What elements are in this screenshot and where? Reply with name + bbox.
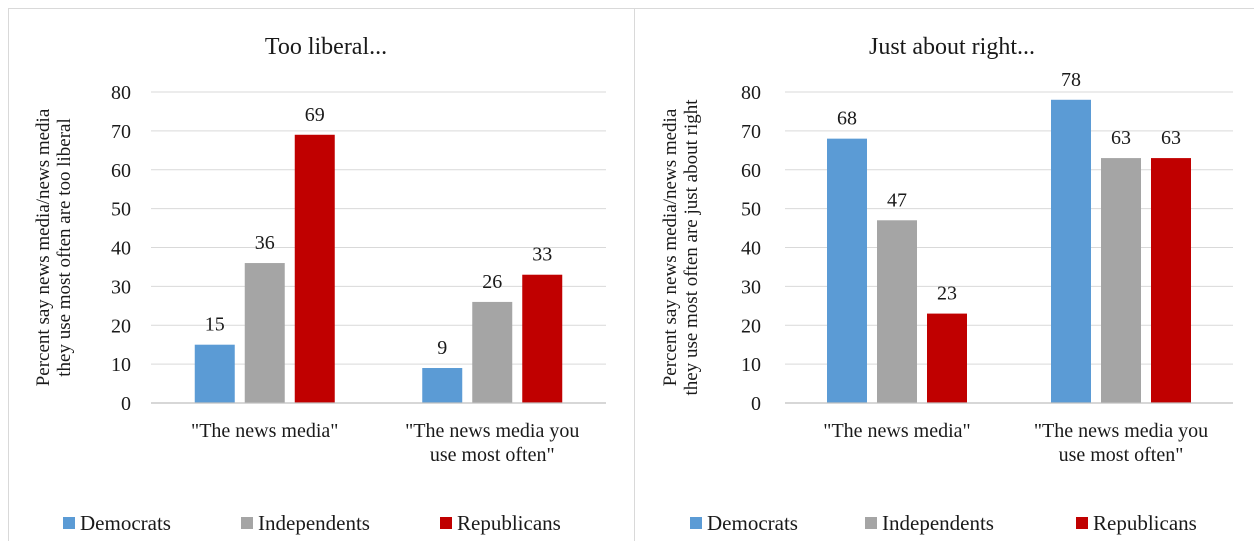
chart-just-about-right: Just about right... Percent say news medi… [660, 34, 1233, 535]
y-tick-label: 10 [741, 354, 761, 376]
legend-label-independents: Independents [882, 511, 994, 535]
y-tick-label: 70 [741, 121, 761, 143]
chart-too-liberal: Too liberal... Percent say news media/new… [33, 34, 606, 535]
x-category-label: "The news media" [191, 420, 338, 442]
data-label-republicans-news-media-you-use: 63 [1161, 127, 1181, 149]
legend-label-democrats: Democrats [80, 511, 171, 535]
bar-republicans-news-media-you-use [522, 274, 563, 403]
chart-title: Just about right... [869, 34, 1035, 60]
bar-independents-news-media [244, 263, 285, 403]
legend-swatch-republicans [1076, 517, 1088, 529]
bar-independents-news-media [877, 220, 917, 403]
data-label-independents-news-media: 36 [255, 232, 275, 254]
y-tick-label: 0 [751, 393, 761, 415]
legend-swatch-independents [241, 517, 253, 529]
legend-swatch-republicans [440, 517, 452, 529]
y-tick-label: 30 [741, 276, 761, 298]
bar-democrats-news-media-you-use [422, 368, 463, 403]
bar-republicans-news-media [294, 134, 335, 403]
legend-label-republicans: Republicans [1093, 511, 1197, 535]
y-tick-label: 20 [741, 315, 761, 337]
x-category-label: use most often" [430, 444, 555, 466]
data-label-democrats-news-media: 68 [837, 108, 857, 130]
data-label-republicans-news-media: 69 [305, 104, 325, 126]
bar-democrats-news-media [827, 138, 867, 403]
data-label-republicans-news-media: 23 [937, 283, 957, 305]
y-tick-label: 30 [111, 276, 131, 298]
y-tick-label: 10 [111, 354, 131, 376]
legend-swatch-democrats [63, 517, 75, 529]
bar-republicans-news-media [927, 313, 967, 403]
y-tick-label: 0 [121, 393, 131, 415]
y-tick-label: 50 [741, 199, 761, 221]
y-axis-label-line: they use most often are too liberal [54, 118, 75, 377]
y-tick-label: 40 [111, 238, 131, 260]
y-tick-label: 80 [741, 82, 761, 104]
legend-swatch-democrats [690, 517, 702, 529]
bar-independents-news-media-you-use [1101, 158, 1141, 403]
legend-swatch-independents [865, 517, 877, 529]
y-tick-label: 60 [741, 160, 761, 182]
y-axis-label-line: Percent say news media/news media [660, 108, 681, 386]
bar-republicans-news-media-you-use [1151, 158, 1191, 403]
bar-independents-news-media-you-use [472, 301, 513, 403]
chart-title: Too liberal... [265, 34, 387, 60]
y-tick-label: 70 [111, 121, 131, 143]
chart-panel-just-about-right: Just about right... Percent say news medi… [634, 8, 1254, 541]
data-label-democrats-news-media-you-use: 9 [437, 337, 447, 359]
y-tick-label: 20 [111, 315, 131, 337]
legend-label-republicans: Republicans [457, 511, 561, 535]
y-tick-label: 50 [111, 199, 131, 221]
data-label-democrats-news-media: 15 [205, 314, 225, 336]
legend-label-democrats: Democrats [707, 511, 798, 535]
x-category-label: use most often" [1059, 444, 1184, 466]
data-label-independents-news-media-you-use: 26 [482, 271, 502, 293]
bar-democrats-news-media-you-use [1051, 99, 1091, 404]
data-label-independents-news-media: 47 [887, 189, 907, 211]
y-tick-label: 40 [741, 238, 761, 260]
y-tick-label: 80 [111, 82, 131, 104]
data-label-democrats-news-media-you-use: 78 [1061, 69, 1081, 91]
x-category-label: "The news media you [1034, 420, 1208, 442]
bar-democrats-news-media [194, 344, 235, 403]
legend-label-independents: Independents [258, 511, 370, 535]
y-axis-label-line: they use most often are just about right [681, 99, 702, 396]
x-category-label: "The news media you [405, 420, 579, 442]
y-tick-label: 60 [111, 160, 131, 182]
data-label-independents-news-media-you-use: 63 [1111, 127, 1131, 149]
chart-panel-too-liberal: Too liberal... Percent say news media/new… [8, 8, 635, 541]
data-label-republicans-news-media-you-use: 33 [532, 244, 552, 266]
y-axis-label-line: Percent say news media/news media [33, 108, 54, 386]
x-category-label: "The news media" [823, 420, 970, 442]
